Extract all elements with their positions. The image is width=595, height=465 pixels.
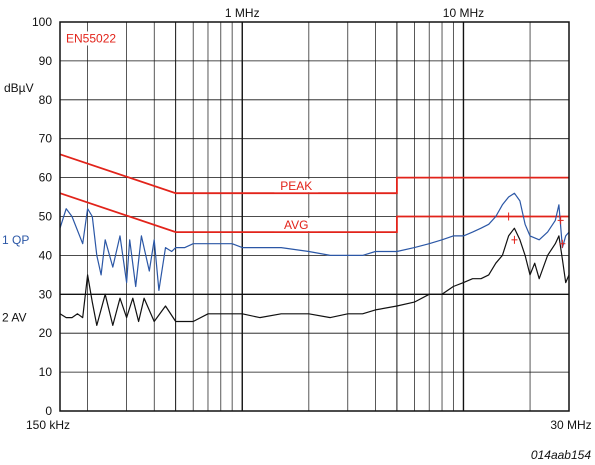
limit-label-peak: PEAK bbox=[280, 179, 312, 193]
y-tick-label: 90 bbox=[39, 54, 53, 68]
x-tick-label: 10 MHz bbox=[443, 6, 484, 20]
standard-label-bg bbox=[64, 31, 122, 46]
y-tick-label: 50 bbox=[39, 210, 53, 224]
x-tick-label: 150 kHz bbox=[26, 418, 70, 432]
x-tick-label: 1 MHz bbox=[225, 6, 260, 20]
limit-line-peak bbox=[59, 153, 569, 195]
series-line-2-av bbox=[59, 227, 570, 326]
series-line-1-qp bbox=[59, 192, 570, 291]
y-tick-label: 40 bbox=[39, 248, 53, 262]
y-tick-label: 0 bbox=[45, 404, 52, 418]
series-label-qp: 1 QP bbox=[2, 233, 29, 247]
y-tick-label: 100 bbox=[32, 15, 52, 29]
peak-markers bbox=[505, 212, 566, 248]
standard-label: EN55022 bbox=[66, 31, 116, 45]
y-tick-label: 10 bbox=[39, 365, 53, 379]
y-tick-label: 20 bbox=[39, 326, 53, 340]
limit-label-bg bbox=[274, 179, 319, 193]
y-tick-labels: 0 10 20 30 40 50 60 70 80 90 100 bbox=[32, 15, 52, 418]
y-tick-label: 60 bbox=[39, 171, 53, 185]
y-tick-label: 80 bbox=[39, 93, 53, 107]
data-series bbox=[59, 192, 570, 326]
figure-id: 014aab154 bbox=[531, 448, 591, 462]
x-tick-label: 30 MHz bbox=[550, 418, 591, 432]
limit-line-avg bbox=[59, 192, 569, 234]
y-axis-label: dBµV bbox=[4, 81, 34, 95]
series-label-av: 2 AV bbox=[2, 311, 26, 325]
y-tick-label: 70 bbox=[39, 132, 53, 146]
chart-labels: PEAK AVG EN55022 dBµV 1 QP 2 AV 014aab154 bbox=[2, 31, 591, 462]
limit-lines bbox=[59, 153, 569, 234]
limit-label-avg: AVG bbox=[284, 218, 308, 232]
plot-frame bbox=[59, 21, 570, 412]
y-tick-label: 30 bbox=[39, 287, 53, 301]
limit-label-bg bbox=[274, 218, 319, 232]
x-tick-labels: 150 kHz 30 MHz 1 MHz 10 MHz bbox=[26, 6, 592, 432]
